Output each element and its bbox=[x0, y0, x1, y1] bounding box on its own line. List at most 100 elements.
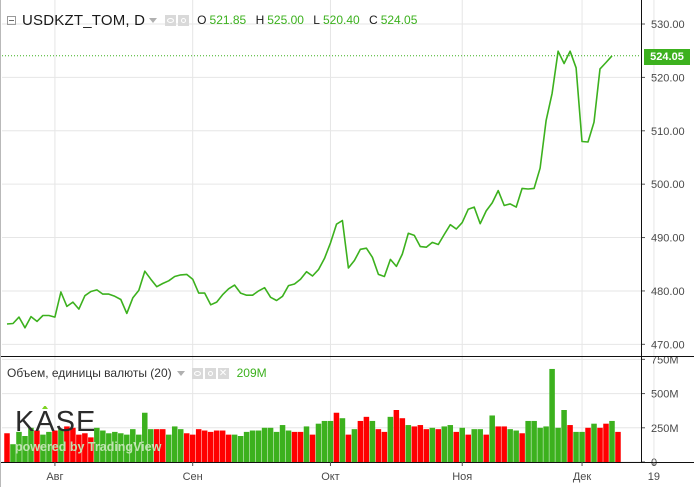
volume-bar bbox=[106, 433, 112, 462]
volume-bar bbox=[153, 429, 160, 462]
volume-bar bbox=[285, 430, 292, 462]
kase-wordmark: KASE bbox=[15, 405, 185, 442]
low-value: 520.40 bbox=[322, 13, 360, 27]
volume-tick-label: 500M bbox=[651, 389, 679, 401]
eye-icon[interactable] bbox=[165, 14, 177, 26]
volume-bar bbox=[471, 429, 477, 462]
symbol-label[interactable]: USDKZT_TOM, D bbox=[22, 11, 146, 29]
volume-bar bbox=[411, 426, 418, 462]
volume-bar bbox=[453, 431, 460, 462]
high-key: H bbox=[255, 13, 265, 27]
volume-bar bbox=[165, 434, 172, 462]
chevron-down-icon[interactable] bbox=[176, 370, 185, 376]
volume-bar bbox=[279, 425, 286, 462]
volume-bar bbox=[561, 410, 567, 462]
y-tick-label: 500.00 bbox=[651, 179, 685, 191]
volume-bar bbox=[531, 420, 537, 462]
volume-bar bbox=[513, 430, 519, 462]
high-value: 525.00 bbox=[267, 13, 304, 27]
kase-logo[interactable]: KASE powered by TradingView bbox=[15, 405, 185, 454]
volume-bar bbox=[52, 430, 58, 462]
collapse-icon[interactable] bbox=[7, 15, 16, 25]
volume-tick-label: 750M bbox=[651, 354, 679, 366]
y-tick-label: 470.00 bbox=[651, 339, 685, 351]
chevron-down-icon[interactable] bbox=[149, 17, 158, 23]
volume-bar bbox=[183, 433, 190, 462]
volume-bar bbox=[16, 431, 22, 462]
y-tick-label: 480.00 bbox=[651, 286, 685, 298]
volume-bar bbox=[435, 429, 442, 462]
close-value: 524.05 bbox=[380, 13, 418, 27]
volume-bar bbox=[375, 429, 382, 462]
volume-bar bbox=[465, 434, 471, 462]
volume-bar bbox=[34, 430, 40, 462]
volume-bar bbox=[369, 420, 376, 462]
volume-bar bbox=[70, 427, 76, 462]
volume-bar bbox=[405, 425, 412, 462]
volume-bar bbox=[459, 427, 466, 462]
kase-wordmark-icon: KASE bbox=[15, 405, 95, 438]
volume-bar bbox=[525, 420, 531, 462]
volume-bar bbox=[297, 431, 304, 462]
x-tick-label: Дек bbox=[573, 471, 592, 483]
volume-bar bbox=[549, 368, 555, 462]
volume-bar bbox=[591, 423, 597, 462]
price-series bbox=[2, 50, 641, 329]
volume-bar bbox=[477, 429, 483, 462]
volume-bar bbox=[507, 429, 513, 462]
volume-bar bbox=[573, 431, 579, 462]
volume-bar bbox=[195, 429, 202, 462]
volume-bar bbox=[339, 418, 346, 462]
volume-bar bbox=[273, 431, 280, 462]
volume-value: 209M bbox=[236, 366, 267, 380]
volume-bar bbox=[585, 427, 591, 462]
volume-bar bbox=[399, 418, 406, 462]
y-tick-label: 520.00 bbox=[651, 72, 685, 84]
volume-bar bbox=[112, 431, 118, 462]
volume-bar bbox=[579, 431, 585, 462]
volume-bar bbox=[603, 423, 609, 462]
volume-bar bbox=[94, 427, 100, 462]
volume-bar bbox=[609, 420, 615, 462]
gear-icon[interactable] bbox=[178, 14, 190, 26]
volume-label[interactable]: Объем, единицы валюты (20) bbox=[7, 366, 172, 380]
volume-bar bbox=[597, 427, 603, 462]
volume-bar bbox=[321, 420, 328, 462]
eye-icon[interactable] bbox=[191, 367, 203, 379]
volume-bar bbox=[255, 430, 262, 462]
volume-bar bbox=[58, 429, 64, 462]
volume-bar bbox=[615, 431, 621, 462]
volume-legend: Объем, единицы валюты (20) ✕ 209M bbox=[7, 364, 267, 382]
x-tick-label: 19 bbox=[648, 471, 660, 483]
volume-bar bbox=[219, 430, 226, 462]
volume-bar bbox=[543, 426, 549, 462]
volume-bar bbox=[423, 429, 430, 462]
open-value: 521.85 bbox=[209, 13, 247, 27]
volume-bar bbox=[88, 437, 94, 462]
close-key: C bbox=[369, 13, 378, 27]
price-pane-grid bbox=[2, 0, 655, 462]
volume-bar bbox=[10, 444, 16, 462]
close-icon[interactable]: ✕ bbox=[217, 367, 229, 379]
volume-bar bbox=[225, 434, 232, 462]
y-tick-label: 510.00 bbox=[651, 126, 685, 138]
volume-bar bbox=[429, 427, 436, 462]
volume-bar bbox=[567, 425, 573, 462]
volume-bar bbox=[243, 431, 250, 462]
volume-bar bbox=[351, 429, 358, 462]
open-key: O bbox=[197, 13, 207, 27]
volume-tick-label: 250M bbox=[651, 423, 679, 435]
volume-bar bbox=[201, 430, 208, 462]
volume-bar bbox=[555, 427, 561, 462]
volume-bar bbox=[4, 433, 10, 462]
volume-bar bbox=[189, 434, 196, 462]
volume-bar bbox=[171, 426, 178, 462]
gear-icon[interactable] bbox=[204, 367, 216, 379]
x-tick-label: Ноя bbox=[452, 471, 472, 483]
volume-bar bbox=[237, 436, 244, 462]
volume-bar bbox=[447, 425, 454, 462]
volume-bar bbox=[28, 427, 34, 462]
volume-bar bbox=[309, 434, 316, 462]
